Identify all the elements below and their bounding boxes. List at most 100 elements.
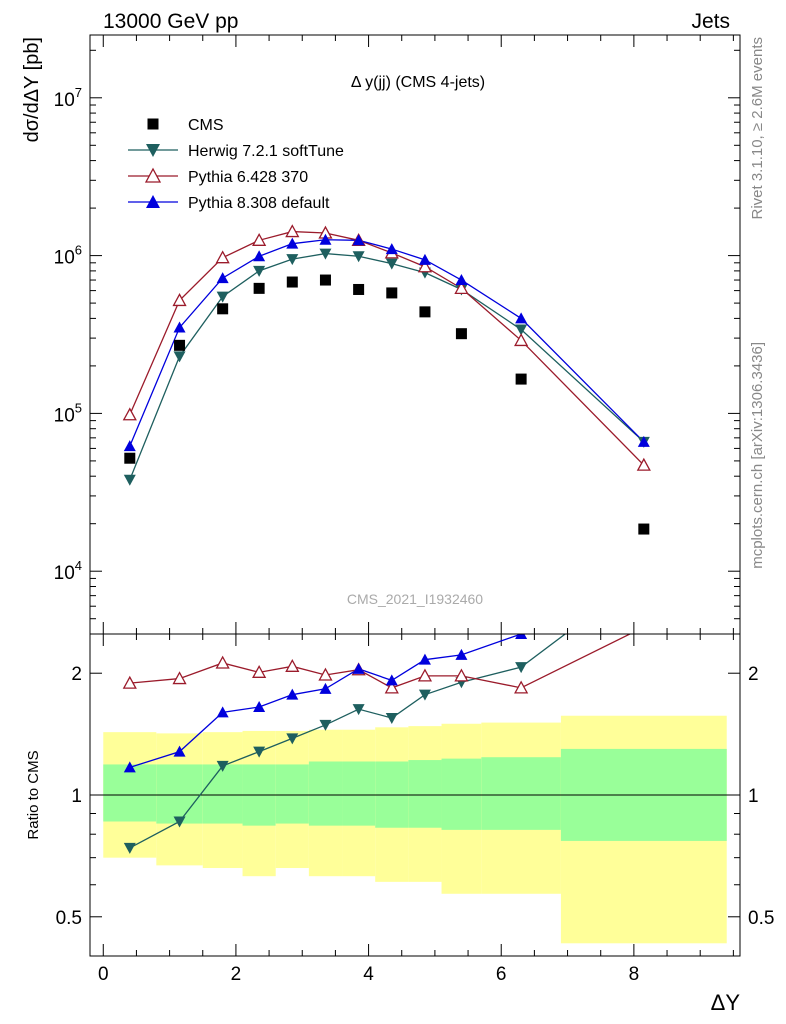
data-point xyxy=(515,373,527,385)
data-point xyxy=(419,306,431,318)
ratio-point xyxy=(455,648,468,660)
ratio-point xyxy=(319,682,332,694)
ratio-point xyxy=(215,655,230,669)
x-tick-label: 2 xyxy=(231,964,242,985)
data-point xyxy=(124,452,136,464)
x-tick-label: 0 xyxy=(98,964,109,985)
main-y-tick-label: 105 xyxy=(54,400,82,426)
legend-label: CMS xyxy=(188,117,224,134)
ratio-series-line xyxy=(129,634,523,769)
data-point xyxy=(252,232,267,246)
data-point xyxy=(173,321,186,333)
data-point xyxy=(123,440,136,452)
main-plot-title: Δ y(jj) (CMS 4-jets) xyxy=(351,74,485,91)
series-line xyxy=(129,239,645,447)
data-point xyxy=(319,274,331,286)
ratio-point xyxy=(253,746,266,758)
uncertainty-band-inner xyxy=(275,764,309,824)
header-left: 13000 GeV pp xyxy=(103,10,238,33)
main-y-tick-label: 107 xyxy=(54,85,82,111)
ratio-y-tick-label-right: 1 xyxy=(748,786,759,807)
x-tick-label: 6 xyxy=(496,964,507,985)
ratio-plot-frame xyxy=(89,633,741,957)
data-point xyxy=(514,333,529,347)
data-point xyxy=(417,259,433,273)
ratio-series-line xyxy=(129,634,632,689)
data-point xyxy=(455,274,468,286)
data-point xyxy=(216,272,229,284)
data-point xyxy=(385,243,398,255)
data-point xyxy=(122,407,137,421)
uncertainty-band-inner xyxy=(308,761,343,826)
data-point xyxy=(353,283,365,295)
data-point xyxy=(418,253,431,265)
data-point xyxy=(352,251,365,263)
data-point xyxy=(286,254,299,266)
data-point xyxy=(173,351,186,363)
data-point xyxy=(123,474,136,486)
data-point xyxy=(319,233,332,245)
ratio-point xyxy=(216,760,229,772)
legend-label: Pythia 6.428 370 xyxy=(188,169,308,186)
ratio-point xyxy=(123,842,136,854)
data-point xyxy=(217,303,229,315)
header-right: Jets xyxy=(691,10,730,33)
ratio-point xyxy=(216,706,229,718)
ratio-point xyxy=(417,668,433,682)
ratio-point xyxy=(515,662,528,674)
x-axis-label: ΔY xyxy=(711,990,741,1015)
data-point xyxy=(638,523,650,535)
main-plot: Δ y(jj) (CMS 4-jets) dσ/dΔY [pb] CMS_202… xyxy=(21,34,741,635)
data-point xyxy=(386,287,398,299)
uncertainty-band-inner xyxy=(202,764,243,824)
legend: CMS Herwig 7.2.1 softTune Pythia 6.428 370… xyxy=(128,117,344,212)
ratio-y-tick-label-right: 0.5 xyxy=(748,908,774,929)
ratio-y-tick-label-left: 1 xyxy=(71,786,82,807)
ratio-point xyxy=(454,668,469,682)
data-point xyxy=(455,328,467,340)
uncertainty-band-inner xyxy=(441,758,482,830)
ratio-point xyxy=(418,689,431,701)
ratio-point xyxy=(514,680,529,694)
ratio-point xyxy=(123,761,136,773)
data-point xyxy=(172,293,187,307)
ratio-point xyxy=(173,816,186,828)
legend-label: Pythia 8.308 default xyxy=(188,195,330,212)
ratio-y-axis-label: Ratio to CMS xyxy=(25,750,42,839)
ratio-point xyxy=(122,675,137,689)
main-y-axis-label: dσ/dΔY [pb] xyxy=(21,37,43,142)
uncertainty-band-inner xyxy=(342,761,376,826)
ratio-point xyxy=(253,701,266,713)
series-line xyxy=(129,252,645,480)
data-point xyxy=(216,291,229,303)
ratio-plot: 0.5 0.5 1 1 2 2 0 2 4 6 8 Ratio to CMS ΔY xyxy=(25,633,774,1015)
data-point xyxy=(515,324,528,336)
legend-label: Herwig 7.2.1 softTune xyxy=(188,143,344,160)
ratio-point xyxy=(319,719,332,731)
ratio-point xyxy=(172,671,187,685)
legend-marker xyxy=(146,144,160,157)
ratio-point xyxy=(173,745,186,757)
uncertainty-band-inner xyxy=(481,757,561,830)
legend-marker xyxy=(147,118,159,130)
data-point xyxy=(286,237,299,249)
x-tick-label: 8 xyxy=(629,964,640,985)
ratio-series-group xyxy=(122,634,632,854)
mcplots-label: mcplots.cern.ch [arXiv:1306.3436] xyxy=(749,342,766,569)
data-point xyxy=(454,281,469,295)
uncertainty-band-inner xyxy=(408,760,442,828)
data-point xyxy=(515,312,528,324)
data-point xyxy=(636,457,651,471)
ratio-point xyxy=(285,658,300,672)
ratio-point xyxy=(418,653,431,665)
ratio-y-tick-label-right: 2 xyxy=(748,664,759,685)
rivet-label: Rivet 3.1.10, ≥ 2.6M events xyxy=(749,37,766,220)
ratio-point xyxy=(515,634,528,639)
data-point xyxy=(174,339,186,351)
ratio-point xyxy=(385,712,398,724)
ratio-point xyxy=(352,662,365,674)
data-point xyxy=(637,435,650,447)
data-point xyxy=(215,250,230,264)
data-point xyxy=(286,276,298,288)
legend-marker xyxy=(146,195,160,208)
